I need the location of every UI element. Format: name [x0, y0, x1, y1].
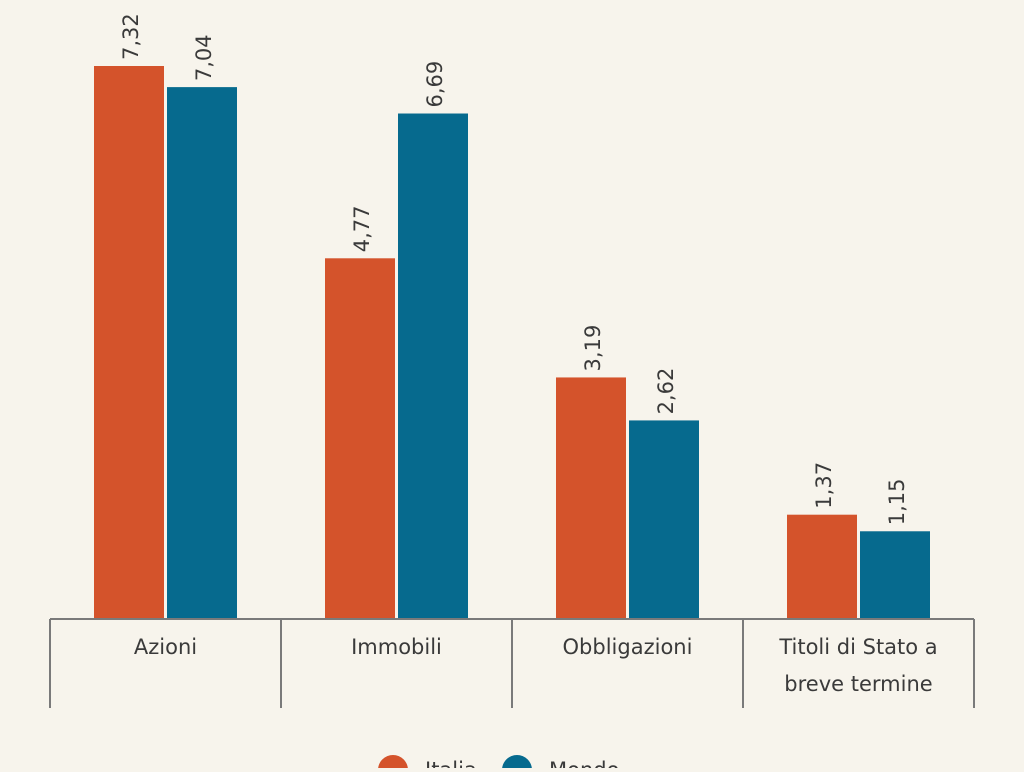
bar-italia-3	[556, 377, 626, 618]
bar-italia-1	[94, 66, 164, 618]
data-label: 1,37	[812, 462, 836, 509]
data-label: 1,15	[885, 479, 909, 526]
bar-mondo-1	[167, 87, 237, 619]
bar-mondo-3	[629, 420, 699, 618]
category-label: Immobili	[351, 635, 442, 659]
legend-marker-italia	[378, 755, 408, 772]
category-label: breve termine	[784, 672, 932, 696]
legend-marker-mondo	[502, 755, 532, 772]
category-label: Obbligazioni	[563, 635, 693, 659]
data-label: 3,19	[581, 325, 605, 372]
bar-italia-2	[325, 258, 395, 618]
data-label: 4,77	[350, 206, 374, 253]
legend-label-italia: Italia	[425, 758, 477, 768]
legend-label-mondo: Mondo	[549, 758, 619, 768]
data-label: 6,69	[423, 61, 447, 108]
data-label: 2,62	[654, 368, 678, 415]
data-label: 7,32	[119, 13, 143, 60]
data-label: 7,04	[192, 34, 216, 81]
bar-italia-4	[787, 514, 857, 618]
bar-mondo-2	[398, 113, 468, 619]
bar-mondo-4	[860, 531, 930, 618]
category-label: Titoli di Stato a	[778, 635, 937, 659]
category-label: Azioni	[134, 635, 197, 659]
